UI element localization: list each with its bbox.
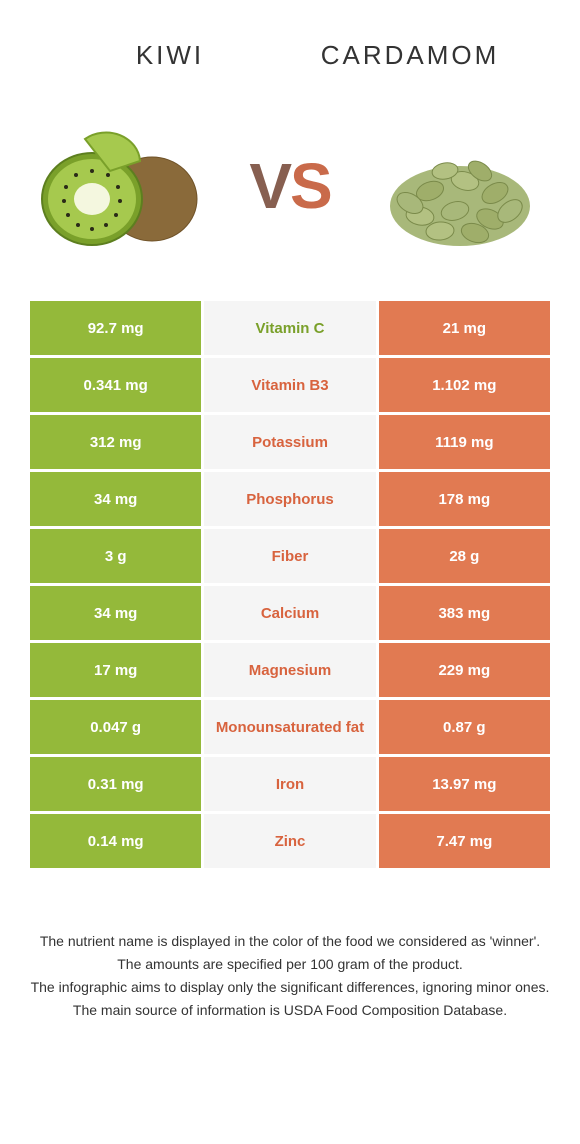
nutrient-name-cell: Vitamin B3 bbox=[204, 358, 375, 412]
right-value-cell: 383 mg bbox=[379, 586, 550, 640]
hero-row: VS bbox=[30, 81, 550, 301]
kiwi-image bbox=[30, 111, 210, 261]
footnote-line: The infographic aims to display only the… bbox=[30, 977, 550, 998]
left-value-cell: 0.31 mg bbox=[30, 757, 201, 811]
nutrient-name-cell: Zinc bbox=[204, 814, 375, 868]
table-row: 0.14 mgZinc7.47 mg bbox=[30, 814, 550, 868]
nutrient-name-cell: Potassium bbox=[204, 415, 375, 469]
table-row: 92.7 mgVitamin C21 mg bbox=[30, 301, 550, 355]
right-food-title: Cardamom bbox=[290, 40, 530, 71]
left-value-cell: 0.341 mg bbox=[30, 358, 201, 412]
left-value-cell: 34 mg bbox=[30, 472, 201, 526]
table-row: 34 mgCalcium383 mg bbox=[30, 586, 550, 640]
table-row: 312 mgPotassium1119 mg bbox=[30, 415, 550, 469]
left-value-cell: 17 mg bbox=[30, 643, 201, 697]
infographic-page: Kiwi Cardamom bbox=[0, 0, 580, 1063]
table-row: 34 mgPhosphorus178 mg bbox=[30, 472, 550, 526]
table-row: 0.047 gMonounsaturated fat0.87 g bbox=[30, 700, 550, 754]
right-value-cell: 1.102 mg bbox=[379, 358, 550, 412]
left-value-cell: 92.7 mg bbox=[30, 301, 201, 355]
nutrient-name-cell: Iron bbox=[204, 757, 375, 811]
vs-label: VS bbox=[249, 149, 330, 223]
nutrient-name-cell: Vitamin C bbox=[204, 301, 375, 355]
nutrient-name-cell: Monounsaturated fat bbox=[204, 700, 375, 754]
table-row: 17 mgMagnesium229 mg bbox=[30, 643, 550, 697]
left-food-title: Kiwi bbox=[50, 40, 290, 71]
kiwi-icon bbox=[30, 111, 210, 261]
left-value-cell: 3 g bbox=[30, 529, 201, 583]
right-value-cell: 1119 mg bbox=[379, 415, 550, 469]
footnote-line: The nutrient name is displayed in the co… bbox=[30, 931, 550, 952]
left-value-cell: 0.047 g bbox=[30, 700, 201, 754]
left-value-cell: 0.14 mg bbox=[30, 814, 201, 868]
table-row: 3 gFiber28 g bbox=[30, 529, 550, 583]
table-row: 0.31 mgIron13.97 mg bbox=[30, 757, 550, 811]
left-value-cell: 34 mg bbox=[30, 586, 201, 640]
footnote-line: The amounts are specified per 100 gram o… bbox=[30, 954, 550, 975]
right-value-cell: 21 mg bbox=[379, 301, 550, 355]
right-value-cell: 229 mg bbox=[379, 643, 550, 697]
left-value-cell: 312 mg bbox=[30, 415, 201, 469]
right-value-cell: 7.47 mg bbox=[379, 814, 550, 868]
nutrient-name-cell: Fiber bbox=[204, 529, 375, 583]
right-value-cell: 13.97 mg bbox=[379, 757, 550, 811]
right-value-cell: 28 g bbox=[379, 529, 550, 583]
nutrient-name-cell: Magnesium bbox=[204, 643, 375, 697]
vs-s-char: S bbox=[290, 150, 331, 222]
nutrient-name-cell: Calcium bbox=[204, 586, 375, 640]
footnotes: The nutrient name is displayed in the co… bbox=[30, 871, 550, 1021]
table-row: 0.341 mgVitamin B31.102 mg bbox=[30, 358, 550, 412]
cardamom-image bbox=[370, 111, 550, 261]
vs-v-char: V bbox=[249, 150, 290, 222]
nutrient-table: 92.7 mgVitamin C21 mg0.341 mgVitamin B31… bbox=[30, 301, 550, 868]
cardamom-icon bbox=[370, 111, 550, 261]
right-value-cell: 178 mg bbox=[379, 472, 550, 526]
footnote-line: The main source of information is USDA F… bbox=[30, 1000, 550, 1021]
right-value-cell: 0.87 g bbox=[379, 700, 550, 754]
nutrient-name-cell: Phosphorus bbox=[204, 472, 375, 526]
titles-row: Kiwi Cardamom bbox=[30, 0, 550, 81]
